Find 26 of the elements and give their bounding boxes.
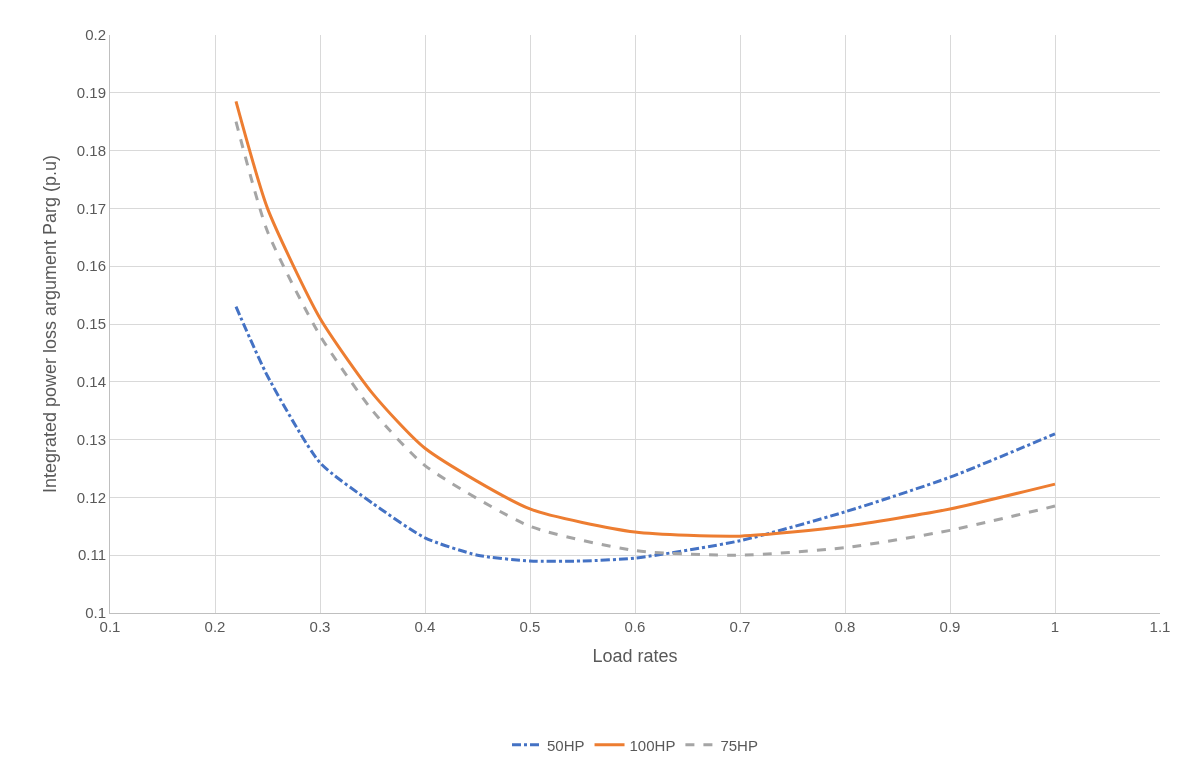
legend-label: 50HP — [547, 736, 585, 754]
y-tick-label: 0.14 — [76, 373, 106, 391]
line-series — [234, 305, 1057, 563]
x-tick-label: 0.8 — [834, 618, 856, 635]
x-tick-label: 0.7 — [729, 618, 751, 635]
y-tick-label: 0.2 — [85, 26, 106, 44]
y-tick-label: 0.13 — [76, 430, 106, 448]
y-tick-label: 0.18 — [76, 141, 106, 159]
x-tick-label: 0.6 — [624, 618, 646, 635]
y-tick-label: 0.11 — [77, 546, 106, 564]
x-tick-label: 0.5 — [519, 618, 541, 635]
y-tick-label: 0.12 — [76, 488, 106, 506]
x-tick-label: 1.1 — [1149, 618, 1171, 635]
legend-label: 100HP — [629, 736, 676, 754]
y-axis-title: Integrated power loss argument Parg (p.u) — [40, 154, 60, 494]
x-axis-title: Load rates — [592, 646, 678, 667]
y-tick-label: 0.15 — [76, 315, 106, 333]
x-tick-label: 0.9 — [939, 618, 961, 635]
x-tick-label: 0.4 — [414, 618, 436, 635]
x-tick-label: 0.2 — [204, 618, 226, 635]
x-tick-label: 1 — [1050, 618, 1060, 635]
x-tick-label: 0.3 — [309, 618, 331, 635]
y-tick-label: 0.17 — [76, 199, 106, 217]
y-tick-label: 0.19 — [76, 84, 106, 102]
y-tick-label: 0.16 — [76, 257, 106, 275]
legend-label: 75HP — [720, 736, 758, 754]
